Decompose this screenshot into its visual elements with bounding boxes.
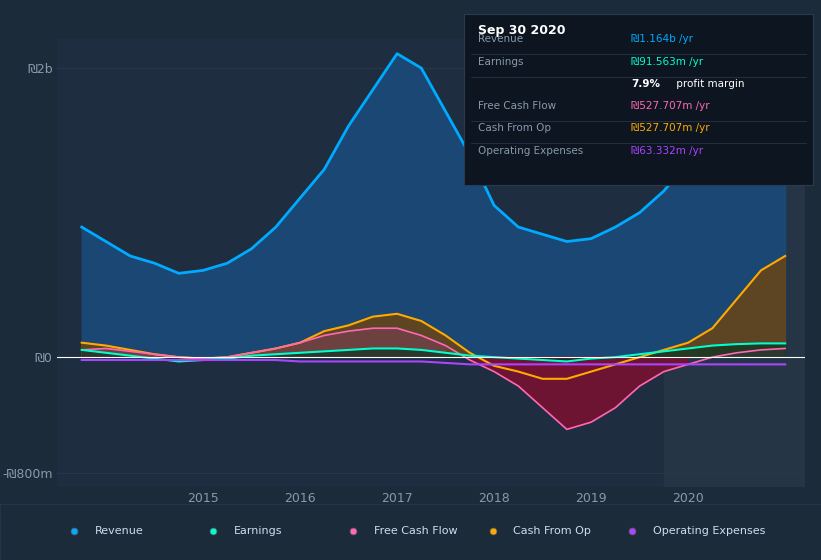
Text: profit margin: profit margin xyxy=(673,79,745,89)
Text: Sep 30 2020: Sep 30 2020 xyxy=(478,24,566,38)
Text: ₪1.164b /yr: ₪1.164b /yr xyxy=(631,35,694,44)
Text: Revenue: Revenue xyxy=(94,526,143,536)
Text: ₪527.707m /yr: ₪527.707m /yr xyxy=(631,123,710,133)
Text: ₪91.563m /yr: ₪91.563m /yr xyxy=(631,57,704,67)
Text: ₪63.332m /yr: ₪63.332m /yr xyxy=(631,146,704,156)
Text: Cash From Op: Cash From Op xyxy=(513,526,591,536)
Bar xyxy=(664,39,805,487)
Text: Free Cash Flow: Free Cash Flow xyxy=(478,101,556,111)
Text: 7.9%: 7.9% xyxy=(631,79,660,89)
Text: Operating Expenses: Operating Expenses xyxy=(478,146,583,156)
Text: Earnings: Earnings xyxy=(234,526,282,536)
Text: ₪527.707m /yr: ₪527.707m /yr xyxy=(631,101,710,111)
Text: Operating Expenses: Operating Expenses xyxy=(653,526,765,536)
Text: Free Cash Flow: Free Cash Flow xyxy=(374,526,457,536)
Text: Revenue: Revenue xyxy=(478,35,523,44)
Text: Earnings: Earnings xyxy=(478,57,523,67)
Text: Cash From Op: Cash From Op xyxy=(478,123,551,133)
